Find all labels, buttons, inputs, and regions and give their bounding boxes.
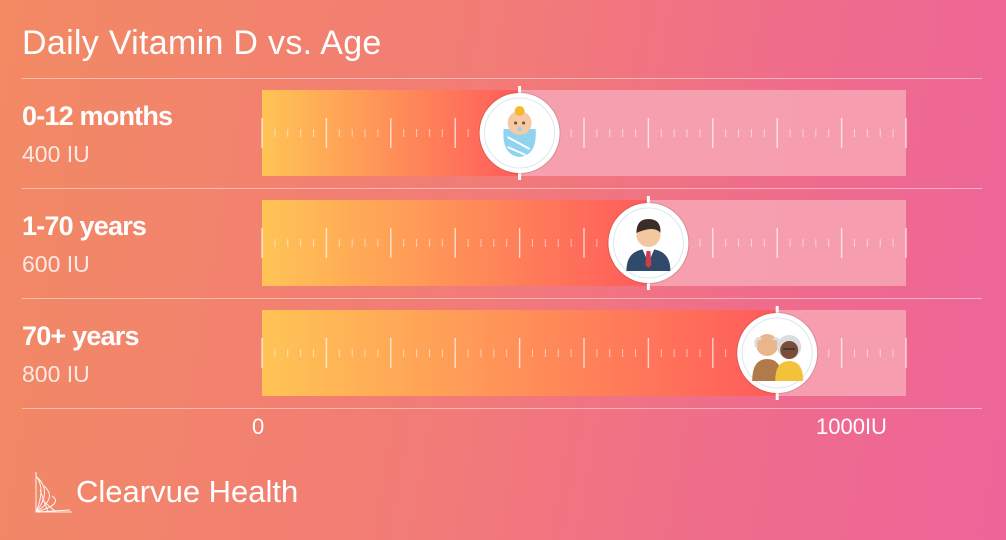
baby-eye <box>522 121 526 125</box>
baby-face <box>507 111 532 135</box>
brand-name: Clearvue Health <box>76 474 299 509</box>
triangle-mesh-icon <box>35 472 72 513</box>
divider-top <box>22 78 982 79</box>
bar-row <box>261 306 907 400</box>
divider-row-1 <box>22 188 982 189</box>
adult-man-icon <box>626 219 671 271</box>
man-tie <box>645 251 652 268</box>
divider-row-2 <box>22 298 982 299</box>
baby-icon <box>503 106 536 157</box>
grandma-face <box>780 341 799 359</box>
grandpa-body <box>752 359 783 381</box>
row-label-adult: 1-70 years <box>22 211 147 241</box>
baby-eye <box>514 121 518 125</box>
row-value-adult: 600 IU <box>22 251 90 277</box>
elderly-couple-icon <box>752 334 804 381</box>
bar-row <box>261 196 907 290</box>
baby-hair-curl <box>514 106 525 116</box>
grandma-body <box>775 361 804 381</box>
x-tick-label-max: 1000IU <box>816 414 887 439</box>
man-hair <box>636 219 661 233</box>
x-tick-label-min: 0 <box>252 414 265 439</box>
row-label-infant: 0-12 months <box>22 101 173 131</box>
baby-pacifier <box>517 126 522 132</box>
divider-bottom <box>22 408 982 409</box>
baby-blanket-fold <box>507 136 531 156</box>
row-value-senior: 800 IU <box>22 361 90 387</box>
chart-title: Daily Vitamin D vs. Age <box>22 24 382 62</box>
grandpa-face <box>756 334 779 356</box>
bar-row <box>261 86 907 180</box>
brand: Clearvue Health <box>34 470 298 514</box>
row-value-infant: 400 IU <box>22 141 90 167</box>
row-label-senior: 70+ years <box>22 321 139 351</box>
